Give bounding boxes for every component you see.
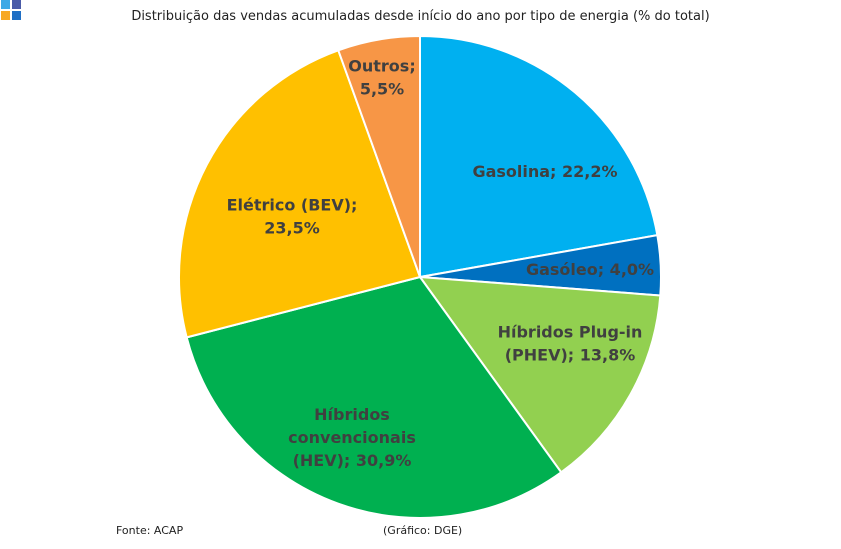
slice-label-6: Outros; 5,5% (348, 56, 415, 98)
credit-note: (Gráfico: DGE) (383, 524, 463, 537)
logo-square-2 (12, 11, 21, 20)
slice-label-line: (PHEV); 13,8% (505, 345, 636, 364)
pie-slice-1 (419, 34, 659, 279)
logo-square-3 (1, 11, 10, 20)
pie-slice-4 (185, 275, 563, 520)
slice-label-2: Gasóleo; 4,0% (526, 260, 654, 279)
slice-label-line: 5,5% (360, 79, 404, 98)
logo-icon (0, 0, 22, 22)
logo-square-1 (12, 0, 21, 9)
slice-label-line: Gasóleo; 4,0% (526, 260, 654, 279)
slice-label-line: Outros; (348, 56, 415, 75)
pie-slice-5 (178, 48, 422, 339)
logo-square-4 (1, 0, 10, 9)
slice-label-line: Híbridos (314, 405, 390, 424)
slice-label-line: (HEV); 30,9% (293, 451, 412, 470)
slice-label-5: Elétrico (BEV); 23,5% (227, 195, 358, 237)
slice-label-line: Gasolina; 22,2% (472, 162, 617, 181)
slice-label-line: convencionais (288, 428, 416, 447)
source-note: Fonte: ACAP (116, 524, 184, 537)
pie-slice-6 (337, 34, 421, 278)
slice-label-3: Híbridos Plug-in (PHEV); 13,8% (498, 322, 643, 364)
slice-label-line: Híbridos Plug-in (498, 322, 643, 341)
slice-label-line: 23,5% (264, 218, 320, 237)
pie-slice-3 (417, 275, 662, 474)
slice-label-4: Híbridos convencionais (HEV); 30,9% (288, 405, 416, 470)
slice-label-1: Gasolina; 22,2% (472, 162, 617, 181)
slice-label-line: Elétrico (BEV); (227, 195, 358, 214)
chart-title: Distribuição das vendas acumuladas desde… (131, 9, 710, 24)
